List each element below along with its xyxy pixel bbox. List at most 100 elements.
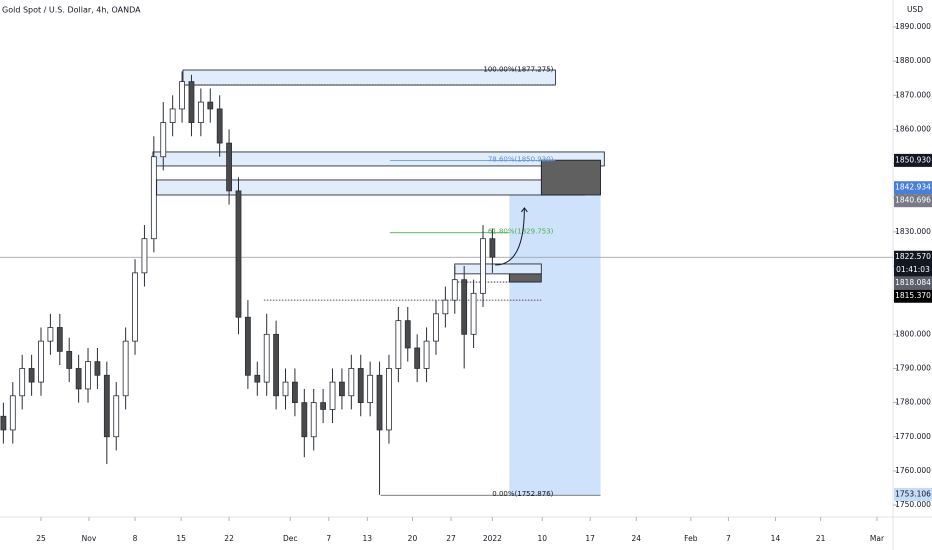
candle-body bbox=[263, 333, 270, 383]
countdown: 01:41:03 bbox=[896, 265, 930, 274]
y-tick-label: 1830.000 bbox=[895, 227, 931, 236]
candle-body bbox=[386, 368, 392, 431]
candle-body bbox=[197, 101, 204, 123]
price-label: 1842.934 bbox=[895, 183, 931, 192]
candle-body bbox=[179, 81, 185, 110]
candle-body bbox=[292, 381, 298, 404]
y-tick-label: 1780.000 bbox=[895, 398, 931, 407]
candle-body bbox=[442, 299, 449, 315]
price-label-box bbox=[894, 153, 932, 167]
y-tick-label: 1770.000 bbox=[895, 432, 931, 441]
candle-body bbox=[357, 368, 364, 404]
y-tick-label: 1800.000 bbox=[895, 329, 931, 338]
block bbox=[508, 273, 542, 283]
candle-body bbox=[103, 374, 110, 438]
y-tick-label: 1860.000 bbox=[895, 124, 931, 133]
candle-body bbox=[244, 316, 251, 376]
candle-body bbox=[310, 402, 317, 438]
x-tick-label: 13 bbox=[363, 534, 373, 543]
candle-body bbox=[28, 368, 35, 383]
x-tick-label: 15 bbox=[176, 534, 186, 543]
candle-body bbox=[47, 327, 54, 342]
candle-body bbox=[94, 361, 101, 376]
candle-body bbox=[207, 101, 214, 110]
candle-body bbox=[56, 327, 63, 352]
candle-body bbox=[235, 190, 242, 318]
candle-body bbox=[226, 142, 232, 192]
arrow bbox=[495, 207, 525, 266]
arrow-head bbox=[520, 207, 528, 213]
candle-body bbox=[451, 279, 458, 301]
x-tick-label: 27 bbox=[446, 534, 456, 543]
y-tick-label: 1750.000 bbox=[895, 500, 931, 509]
x-tick-label: 2022 bbox=[483, 534, 502, 543]
x-tick-label: 8 bbox=[133, 534, 138, 543]
y-tick-label: 1790.000 bbox=[895, 363, 931, 372]
chart-title: Gold Spot / U.S. Dollar, 4h, OANDA bbox=[2, 6, 141, 15]
x-tick-label: Nov bbox=[82, 534, 97, 543]
price-label-box bbox=[894, 181, 932, 195]
x-tick-label: 14 bbox=[771, 534, 781, 543]
candle-body bbox=[329, 381, 336, 410]
price-label-box bbox=[894, 250, 932, 277]
price-label: 1815.370 bbox=[895, 291, 931, 300]
fib-label: 78.60%(1850.930) bbox=[488, 155, 554, 163]
candle-body bbox=[9, 395, 16, 431]
price-label: 1850.930 bbox=[895, 155, 931, 164]
y-axis-label: USD bbox=[907, 5, 923, 14]
price-label: 1753.106 bbox=[895, 489, 931, 498]
candle-body bbox=[433, 313, 439, 342]
candle-body bbox=[301, 402, 308, 438]
x-tick-label: Feb bbox=[684, 534, 698, 543]
candle-body bbox=[141, 238, 148, 274]
price-label-box bbox=[894, 276, 932, 290]
x-tick-label: 7 bbox=[326, 534, 331, 543]
candle-body bbox=[470, 292, 477, 335]
fib-label: 0.00%(1752.876) bbox=[492, 490, 553, 498]
candle-body bbox=[282, 381, 289, 397]
price-label: 1822.570 bbox=[895, 252, 931, 261]
candle-body bbox=[461, 279, 468, 335]
candle-body bbox=[66, 350, 73, 369]
candle-body bbox=[122, 340, 129, 397]
candle-body bbox=[216, 108, 223, 144]
candle-body bbox=[150, 156, 157, 240]
candle-body bbox=[480, 238, 486, 294]
x-tick-label: 25 bbox=[36, 534, 46, 543]
candle-body bbox=[160, 122, 167, 158]
candle-body bbox=[0, 415, 7, 431]
y-tick-label: 1880.000 bbox=[895, 56, 931, 65]
candle-body bbox=[489, 238, 496, 258]
price-label-box bbox=[894, 194, 932, 208]
candle-body bbox=[395, 320, 402, 369]
candle-body bbox=[19, 368, 26, 397]
y-tick-label: 1890.000 bbox=[895, 22, 931, 31]
candle-body bbox=[38, 340, 44, 383]
price-label-box bbox=[894, 289, 932, 303]
zone bbox=[454, 263, 542, 275]
candle-body bbox=[339, 381, 345, 397]
candle-body bbox=[367, 374, 374, 404]
zone bbox=[156, 179, 585, 196]
x-tick-label: 22 bbox=[224, 534, 234, 543]
candle-body bbox=[404, 320, 411, 349]
x-tick-label: 7 bbox=[726, 534, 731, 543]
x-tick-label: Dec bbox=[283, 534, 298, 543]
y-tick-label: 1870.000 bbox=[895, 90, 931, 99]
candle-body bbox=[423, 340, 430, 369]
price-label-box bbox=[894, 487, 932, 501]
candle-body bbox=[188, 81, 195, 123]
fib-label: 100.00%(1877.275) bbox=[483, 65, 553, 73]
price-label: 1840.696 bbox=[895, 196, 931, 205]
candle-body bbox=[254, 374, 261, 383]
price-label: 1818.084 bbox=[895, 278, 931, 287]
x-tick-label: 21 bbox=[816, 534, 826, 543]
candle-body bbox=[75, 368, 82, 390]
candle-body bbox=[414, 347, 421, 369]
x-tick-label: 20 bbox=[408, 534, 418, 543]
candle-body bbox=[85, 361, 91, 390]
candle-body bbox=[320, 402, 327, 410]
candle-body bbox=[348, 368, 355, 397]
block bbox=[540, 159, 601, 196]
